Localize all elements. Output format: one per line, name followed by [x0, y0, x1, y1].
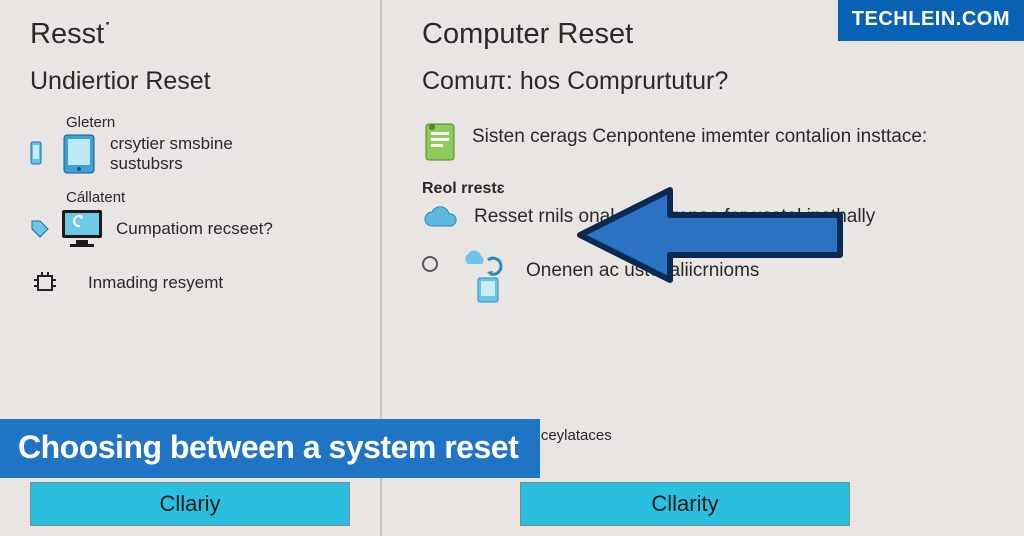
left-item-3: Inmading resyemt [30, 268, 352, 298]
radio-icon [422, 256, 438, 272]
right-cey-label: Cceylataces [530, 427, 612, 444]
brand-badge: TECHLEIN.COM [838, 0, 1024, 41]
left-item-1: Gletern crsytier smsbine sustubsrs [30, 114, 352, 175]
clarity-button-right[interactable]: Cllarity [520, 482, 850, 526]
left-label-2: Cállatent [66, 189, 352, 206]
right-subtitle: Comuπ: hos Comprurtutur? [422, 67, 996, 96]
tag-icon [30, 219, 50, 239]
left-item-2: Cállatent Cumpatiom recseet? [30, 189, 352, 250]
left-title: Resst˙ [30, 18, 352, 51]
right-item-3: Onenen ac ustcéaliicrnioms [422, 250, 996, 308]
right-label-2: Reol rrestɛ [422, 180, 996, 198]
chip-icon [30, 268, 60, 298]
right-text-1: Sisten cerags Cenpontene imemter contali… [472, 122, 927, 148]
left-text-2: Cumpatiom recseet? [116, 219, 273, 239]
tablet-icon [62, 133, 100, 175]
phone-icon [30, 139, 52, 169]
right-text-3: Onenen ac ustcéaliicrnioms [526, 250, 759, 282]
left-text-1: crsytier smsbine sustubsrs [110, 134, 280, 173]
left-text-3: Inmading resyemt [88, 273, 223, 293]
monitor-icon [60, 208, 106, 250]
headline-banner: Choosing between a system reset [0, 419, 540, 478]
clarity-button-left[interactable]: Cllariy [30, 482, 350, 526]
left-subtitle: Undiertior Reset [30, 67, 352, 96]
sync-cluster-icon [456, 250, 514, 308]
document-icon [422, 122, 460, 164]
cloud-icon [422, 206, 462, 234]
right-item-2: Resset rnils onal orn syrense for usstal… [422, 202, 996, 234]
right-item-1: Sisten cerags Cenpontene imemter contali… [422, 122, 996, 164]
left-label-1: Gletern [66, 114, 352, 131]
right-text-2: Resset rnils onal orn syrense for usstal… [474, 202, 875, 228]
